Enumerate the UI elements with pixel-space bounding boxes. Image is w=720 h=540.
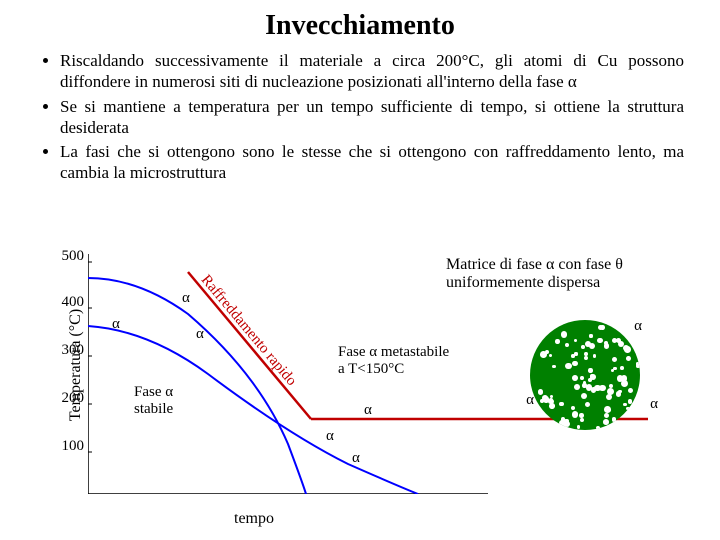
ytick: 100 xyxy=(56,438,84,455)
legend-text: Matrice di fase α con fase θ uniformemen… xyxy=(446,256,686,292)
ytick: 400 xyxy=(56,294,84,311)
alpha-label: α xyxy=(112,316,120,333)
sphere-alpha: α xyxy=(526,392,534,409)
ytick: 200 xyxy=(56,390,84,407)
page-title: Invecchiamento xyxy=(0,0,720,50)
bullet-item: Se si mantiene a temperatura per un temp… xyxy=(60,96,684,139)
alpha-label: α xyxy=(326,428,334,445)
bullet-item: La fasi che si ottengono sono le stesse … xyxy=(60,141,684,184)
stable-label: Fase α stabile xyxy=(134,384,173,418)
alpha-label: α xyxy=(182,290,190,307)
metastable-label: Fase α metastabile a T<150°C xyxy=(338,344,449,378)
bullet-item: Riscaldando successivamente il materiale… xyxy=(60,50,684,93)
sphere-alpha: α xyxy=(650,396,658,413)
alpha-label: α xyxy=(364,402,372,419)
x-axis-label: tempo xyxy=(234,510,274,528)
bullet-list: Riscaldando successivamente il materiale… xyxy=(0,50,720,197)
sphere-alpha: α xyxy=(634,318,642,335)
ytick: 300 xyxy=(56,342,84,359)
ytick: 500 xyxy=(56,248,84,265)
phase-curve-1 xyxy=(88,278,306,494)
alpha-label: α xyxy=(352,450,360,467)
microstructure-sphere xyxy=(530,320,640,430)
alpha-label: α xyxy=(196,326,204,343)
